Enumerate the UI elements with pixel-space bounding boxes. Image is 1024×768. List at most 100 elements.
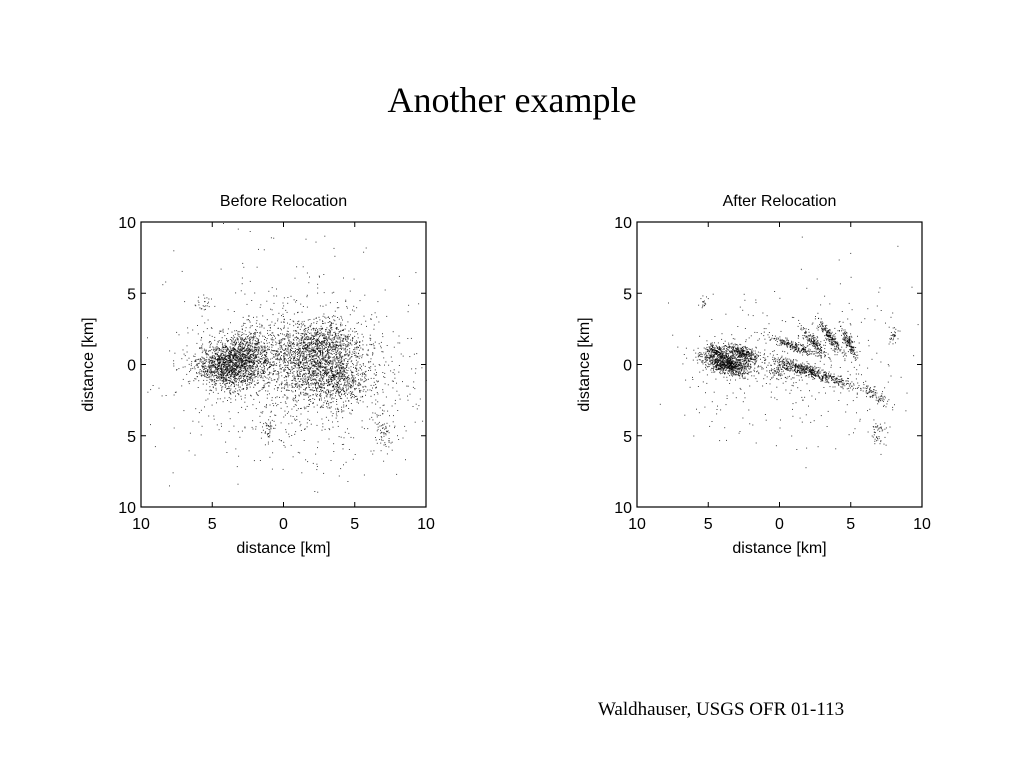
scatter-point bbox=[204, 372, 206, 374]
scatter-point bbox=[208, 354, 210, 356]
scatter-point bbox=[241, 349, 243, 351]
scatter-point bbox=[310, 363, 312, 364]
scatter-point bbox=[354, 335, 356, 337]
scatter-point bbox=[252, 379, 253, 381]
scatter-point bbox=[350, 328, 352, 330]
scatter-point bbox=[205, 350, 207, 352]
scatter-point bbox=[329, 302, 331, 304]
scatter-point bbox=[213, 357, 215, 359]
scatter-point bbox=[273, 420, 275, 422]
scatter-point bbox=[161, 395, 163, 397]
scatter-point bbox=[234, 345, 236, 347]
scatter-point bbox=[373, 381, 375, 383]
scatter-point bbox=[226, 378, 228, 380]
scatter-point bbox=[223, 382, 225, 384]
scatter-point bbox=[333, 373, 335, 375]
scatter-point bbox=[264, 367, 266, 369]
scatter-point bbox=[318, 345, 320, 347]
scatter-point bbox=[245, 363, 247, 365]
scatter-point bbox=[295, 337, 297, 338]
scatter-point bbox=[286, 367, 288, 368]
scatter-point bbox=[225, 369, 227, 371]
scatter-point bbox=[222, 381, 224, 382]
scatter-point bbox=[241, 388, 243, 390]
scatter-point bbox=[304, 345, 306, 347]
scatter-point bbox=[338, 436, 340, 438]
scatter-point bbox=[344, 393, 345, 395]
scatter-point bbox=[345, 376, 347, 378]
scatter-point bbox=[237, 372, 239, 374]
scatter-point bbox=[337, 347, 339, 349]
scatter-point bbox=[222, 386, 224, 388]
scatter-point bbox=[201, 374, 203, 376]
scatter-point bbox=[337, 333, 339, 335]
scatter-point bbox=[234, 341, 236, 343]
scatter-point bbox=[248, 344, 250, 346]
scatter-point bbox=[238, 362, 240, 364]
scatter-point bbox=[176, 369, 177, 371]
scatter-point bbox=[260, 353, 262, 355]
scatter-point bbox=[327, 371, 329, 373]
scatter-point bbox=[382, 439, 384, 441]
scatter-point bbox=[225, 346, 227, 347]
scatter-point bbox=[337, 378, 339, 380]
scatter-point bbox=[310, 348, 312, 350]
scatter-point bbox=[316, 341, 317, 343]
scatter-point bbox=[220, 384, 222, 386]
scatter-point bbox=[315, 317, 317, 319]
scatter-point bbox=[293, 376, 295, 378]
scatter-point bbox=[289, 341, 291, 343]
scatter-point bbox=[362, 386, 364, 388]
scatter-point bbox=[343, 334, 345, 336]
scatter-point bbox=[237, 332, 239, 334]
scatter-point bbox=[207, 398, 209, 400]
scatter-point bbox=[236, 356, 237, 358]
scatter-point bbox=[234, 349, 236, 350]
scatter-point bbox=[387, 430, 389, 432]
scatter-point bbox=[233, 371, 234, 373]
scatter-point bbox=[291, 408, 293, 410]
scatter-point bbox=[203, 379, 205, 381]
scatter-point bbox=[252, 354, 253, 356]
scatter-point bbox=[326, 369, 328, 371]
scatter-point bbox=[285, 383, 287, 385]
scatter-point bbox=[290, 349, 291, 350]
scatter-point bbox=[274, 414, 276, 416]
scatter-point bbox=[352, 337, 353, 339]
scatter-point bbox=[260, 345, 262, 347]
scatter-point bbox=[343, 379, 345, 381]
scatter-point bbox=[385, 425, 387, 427]
scatter-point bbox=[347, 321, 349, 323]
scatter-point bbox=[309, 350, 311, 352]
scatter-point bbox=[233, 368, 235, 370]
scatter-point bbox=[333, 358, 335, 360]
scatter-point bbox=[325, 344, 327, 346]
scatter-point bbox=[389, 415, 390, 417]
scatter-point bbox=[197, 363, 198, 365]
scatter-point bbox=[350, 342, 351, 344]
scatter-point bbox=[305, 344, 307, 346]
scatter-point bbox=[305, 351, 307, 353]
scatter-point bbox=[321, 346, 323, 347]
scatter-point bbox=[330, 394, 332, 395]
scatter-point bbox=[200, 373, 202, 375]
scatter-point bbox=[252, 362, 254, 364]
scatter-point bbox=[321, 342, 323, 344]
scatter-point bbox=[322, 426, 324, 428]
scatter-point bbox=[299, 328, 301, 330]
scatter-point bbox=[227, 368, 229, 370]
scatter-point bbox=[331, 370, 333, 371]
scatter-point bbox=[265, 355, 267, 357]
scatter-point bbox=[329, 321, 331, 322]
scatter-point bbox=[299, 349, 301, 351]
scatter-point bbox=[371, 416, 373, 418]
scatter-point bbox=[289, 360, 291, 362]
scatter-point bbox=[220, 370, 222, 372]
scatter-point bbox=[286, 406, 288, 408]
scatter-point bbox=[240, 368, 242, 370]
scatter-point bbox=[331, 366, 332, 368]
scatter-point bbox=[219, 359, 221, 361]
scatter-point bbox=[338, 372, 340, 373]
scatter-point bbox=[336, 388, 338, 390]
scatter-point bbox=[253, 380, 255, 382]
